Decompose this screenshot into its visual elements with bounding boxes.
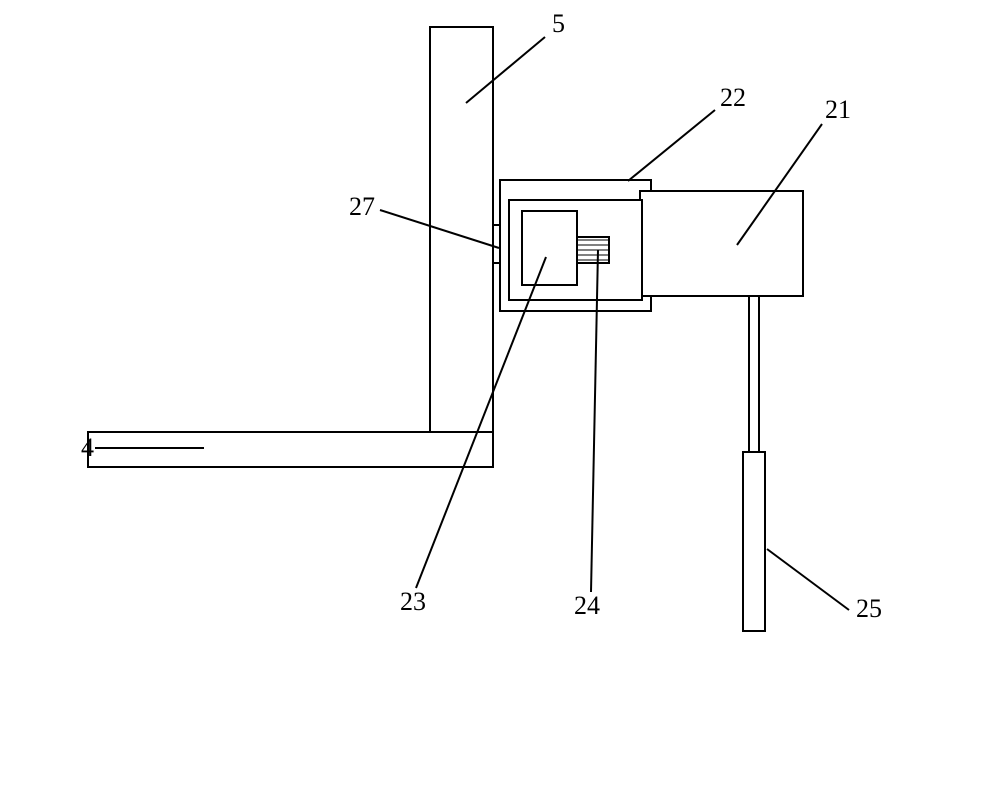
label-25: 25 — [856, 594, 882, 623]
motor-body — [522, 211, 577, 285]
label-4: 4 — [81, 433, 94, 462]
connector-stub — [493, 225, 500, 263]
right-block — [640, 191, 803, 296]
label-21: 21 — [825, 95, 851, 124]
label-22: 22 — [720, 83, 746, 112]
horizontal-arm — [88, 432, 493, 467]
vertical-post — [430, 27, 493, 467]
label-5: 5 — [552, 9, 565, 38]
leader-line-22 — [628, 110, 715, 181]
label-23: 23 — [400, 587, 426, 616]
label-27: 27 — [349, 192, 375, 221]
label-24: 24 — [574, 591, 600, 620]
handle — [743, 452, 765, 631]
technical-diagram: 4 5 21 22 23 24 25 27 — [0, 0, 1000, 787]
rod — [749, 296, 759, 452]
leader-line-25 — [767, 549, 849, 610]
